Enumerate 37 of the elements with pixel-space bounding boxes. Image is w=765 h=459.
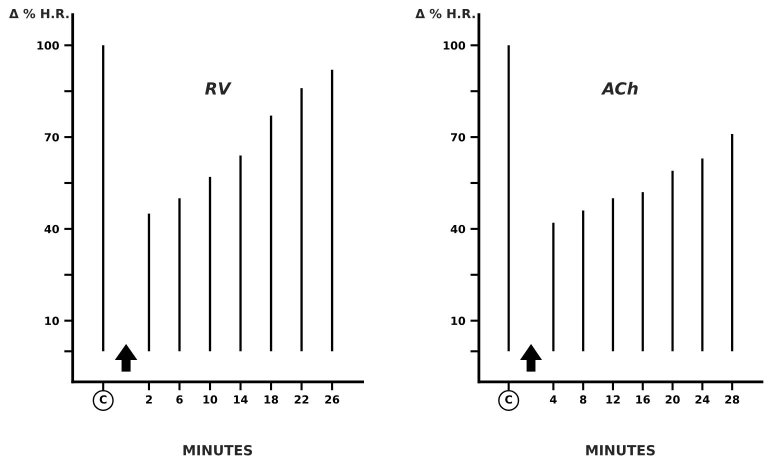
bar — [582, 210, 584, 352]
bar — [102, 45, 104, 352]
x-tick-label: 24 — [696, 395, 710, 404]
x-tick-label: 8 — [580, 395, 586, 404]
x-tick-label: 14 — [234, 395, 248, 404]
y-tick-label: 40 — [450, 224, 466, 234]
x-tick-label: 20 — [666, 395, 680, 404]
y-tick-label: 70 — [450, 133, 466, 142]
x-axis-title: MINUTES — [183, 444, 252, 456]
y-tick-label: 70 — [44, 133, 59, 142]
y-tick-label: 10 — [45, 316, 59, 326]
y-tick-label: 100 — [38, 41, 59, 50]
bar — [671, 170, 674, 352]
text: ACh — [601, 82, 638, 95]
x-tick-label: 12 — [606, 395, 620, 404]
text: RV — [205, 82, 232, 94]
y-tick-label: 40 — [44, 224, 59, 234]
x-tick-label: 2 — [146, 395, 152, 404]
bar — [731, 134, 734, 352]
y-axis-title: Δ % H.R. — [415, 8, 475, 18]
x-axis-title: MINUTES — [586, 444, 655, 456]
x-tick-label: 26 — [325, 395, 340, 404]
x-tick-label: 4 — [550, 395, 557, 404]
x-tick-label: 6 — [176, 395, 183, 404]
x-tick-label: 16 — [636, 395, 650, 404]
x-tick-label: 10 — [204, 395, 218, 404]
x-tick-label: 22 — [294, 395, 308, 404]
x-tick-label: 28 — [725, 395, 740, 404]
bar — [508, 45, 510, 352]
x-tick-label: 18 — [264, 395, 278, 404]
x-tick-label: C — [505, 395, 512, 404]
bar — [701, 158, 704, 352]
x-tick-label: C — [100, 395, 107, 404]
y-axis-title: Δ % H.R. — [9, 8, 68, 18]
bar — [642, 192, 644, 352]
y-tick-label: 100 — [444, 41, 466, 50]
y-tick-label: 10 — [451, 316, 466, 326]
